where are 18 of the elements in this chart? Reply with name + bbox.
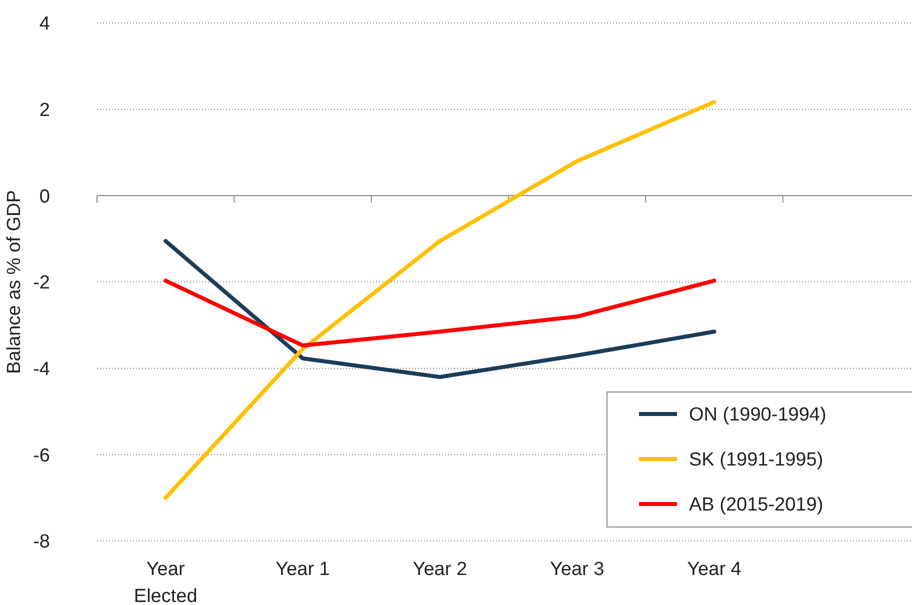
legend-label: ON (1990-1994) [689,404,826,426]
x-tick-label: Year Elected [134,559,198,605]
x-tick-label: Year 4 [687,559,742,580]
y-tick-label: -4 [33,358,50,380]
y-tick-label: 0 [39,186,50,208]
y-axis-title: Balance as % of GDP [4,190,25,374]
line-series [164,238,716,379]
x-tick-label: Year 1 [276,559,330,580]
y-tick-label: -6 [33,445,50,466]
legend-label: AB (2015-2019) [689,494,824,516]
x-tick-label: Year 3 [550,559,604,580]
x-tick-label: Year 2 [412,559,468,580]
y-tick-label: -8 [33,532,50,553]
y-tick-label: 4 [39,14,50,35]
line-series [164,278,716,348]
y-tick-label: 2 [39,100,50,121]
legend-label: SK (1991-1995) [689,450,824,471]
y-tick-label: -2 [33,272,50,294]
